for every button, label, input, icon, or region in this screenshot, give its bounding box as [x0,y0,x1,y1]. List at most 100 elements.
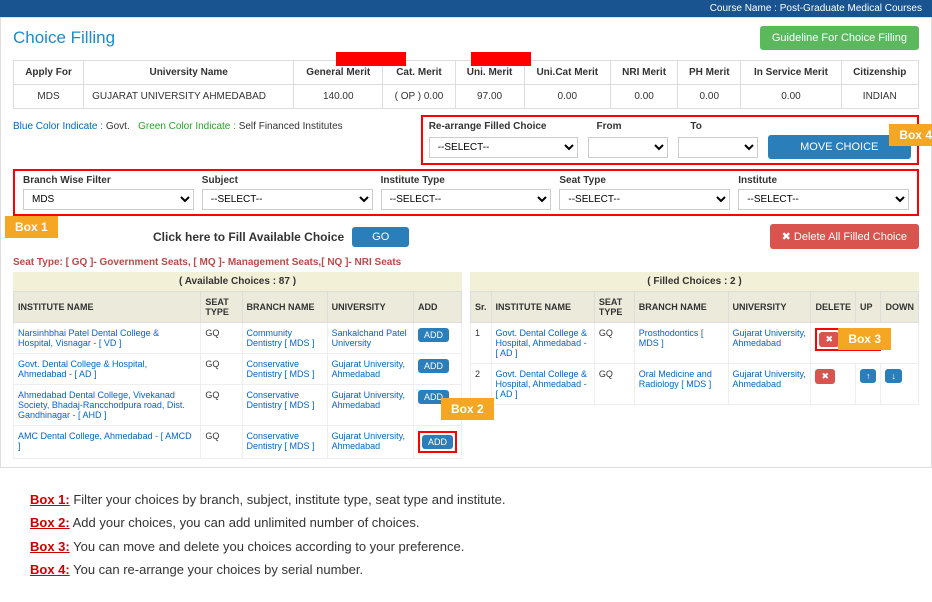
table-row: Narsinhbhai Patel Dental College & Hospi… [14,323,462,354]
footnote-label: Box 3: [30,539,70,554]
val-inservice-merit: 0.00 [741,85,841,109]
cell: 1 [471,323,492,364]
table-row: AMC Dental College, Ahmedabad - [ AMCD ]… [14,426,462,459]
from-label: From [597,121,671,132]
cell: Prosthodontics [ MDS ] [634,323,728,364]
add-button[interactable]: ADD [418,328,449,342]
indicate-govt: Govt. [106,121,130,132]
box-4-label: Box 4 [889,124,932,146]
from-select[interactable] [588,137,668,158]
table-row: 2 Govt. Dental College & Hospital, Ahmed… [471,364,919,405]
to-label: To [690,121,764,132]
subject-filter-select[interactable]: --SELECT-- [202,189,373,210]
cell: Gujarat University, Ahmedabad [327,354,413,385]
institute-filter-select[interactable]: --SELECT-- [738,189,909,210]
seat-type-legend: Seat Type: [ GQ ]- Government Seats, [ M… [13,257,919,268]
institute-type-select[interactable]: --SELECT-- [381,189,552,210]
box-2-label: Box 2 [441,398,494,420]
up-button[interactable]: ↑ [860,369,877,383]
table-row: Govt. Dental College & Hospital, Ahmedab… [14,354,462,385]
cell: GQ [201,426,242,459]
cell: Oral Medicine and Radiology [ MDS ] [634,364,728,405]
rearrange-select[interactable]: --SELECT-- [429,137,578,158]
cell: Conservative Dentistry [ MDS ] [242,385,327,426]
col-apply-for: Apply For [14,61,84,85]
rearrange-label: Re-arrange Filled Choice [429,121,577,132]
to-select[interactable] [678,137,758,158]
footnote-text: Add your choices, you can add unlimited … [70,515,420,530]
col: Sr. [471,292,492,323]
available-choices-header: ( Available Choices : 87 ) [13,272,462,291]
col-citizenship: Citizenship [841,61,918,85]
footnote-text: You can re-arrange your choices by seria… [70,562,363,577]
val-university: GUJARAT UNIVERSITY AHMEDABAD [84,85,294,109]
footnote-text: You can move and delete you choices acco… [70,539,465,554]
indicate-blue: Blue Color Indicate : [13,121,103,132]
down-button[interactable]: ↓ [885,369,902,383]
col: UNIVERSITY [728,292,811,323]
add-button[interactable]: ADD [418,359,449,373]
footnotes: Box 1: Filter your choices by branch, su… [0,468,932,602]
cell: AMC Dental College, Ahmedabad - [ AMCD ] [14,426,201,459]
fill-available-text: Click here to Fill Available Choice [153,230,344,244]
cell: Ahmedabad Dental College, Vivekanad Soci… [14,385,201,426]
add-button[interactable]: ADD [422,435,453,449]
col: BRANCH NAME [634,292,728,323]
col-ph-merit: PH Merit [678,61,741,85]
cell: GQ [594,323,634,364]
footnote-text: Filter your choices by branch, subject, … [70,492,506,507]
val-gen-merit: 140.00 [294,85,383,109]
cell: Gujarat University, Ahmedabad [327,426,413,459]
col: SEAT TYPE [201,292,242,323]
col: INSTITUTE NAME [14,292,201,323]
cell: GQ [201,385,242,426]
branch-filter-label: Branch Wise Filter [23,175,194,186]
cell: Govt. Dental College & Hospital, Ahmedab… [491,364,594,405]
cell: GQ [201,354,242,385]
institute-type-label: Institute Type [381,175,552,186]
cell: Gujarat University, Ahmedabad [728,323,811,364]
col: UNIVERSITY [327,292,413,323]
redaction-bar [336,52,406,66]
cell: Gujarat University, Ahmedabad [728,364,811,405]
delete-button[interactable]: ✖ [815,369,835,384]
col: UP [855,292,881,323]
box-3-label: Box 3 [838,328,891,350]
cell: Conservative Dentistry [ MDS ] [242,354,327,385]
seat-type-select[interactable]: --SELECT-- [559,189,730,210]
footnote-label: Box 4: [30,562,70,577]
cell: GQ [201,323,242,354]
col: BRANCH NAME [242,292,327,323]
merit-table: Apply For University Name General Merit … [13,60,919,109]
box-1-label: Box 1 [5,216,58,238]
cell: Govt. Dental College & Hospital, Ahmedab… [14,354,201,385]
val-unicat-merit: 0.00 [524,85,611,109]
col-inservice-merit: In Service Merit [741,61,841,85]
footnote-label: Box 2: [30,515,70,530]
col-university: University Name [84,61,294,85]
val-cat-merit: ( OP ) 0.00 [383,85,455,109]
col: INSTITUTE NAME [491,292,594,323]
go-button[interactable]: GO [352,227,409,247]
table-row: Ahmedabad Dental College, Vivekanad Soci… [14,385,462,426]
col: ADD [413,292,461,323]
cell: Govt. Dental College & Hospital, Ahmedab… [491,323,594,364]
cell: Narsinhbhai Patel Dental College & Hospi… [14,323,201,354]
guideline-button[interactable]: Guideline For Choice Filling [760,26,919,50]
col: SEAT TYPE [594,292,634,323]
page-title: Choice Filling [13,28,115,48]
val-ph-merit: 0.00 [678,85,741,109]
cell: Conservative Dentistry [ MDS ] [242,426,327,459]
col-nri-merit: NRI Merit [611,61,678,85]
delete-all-button[interactable]: ✖ Delete All Filled Choice [770,224,919,249]
col: DELETE [811,292,856,323]
seat-type-label: Seat Type [559,175,730,186]
redaction-bar [471,52,531,66]
delete-button[interactable]: ✖ [819,332,839,347]
indicate-green: Green Color Indicate : [138,121,236,132]
subject-filter-label: Subject [202,175,373,186]
branch-filter-select[interactable]: MDS [23,189,194,210]
val-apply-for: MDS [14,85,84,109]
col: DOWN [881,292,919,323]
cell: Gujarat University, Ahmedabad [327,385,413,426]
